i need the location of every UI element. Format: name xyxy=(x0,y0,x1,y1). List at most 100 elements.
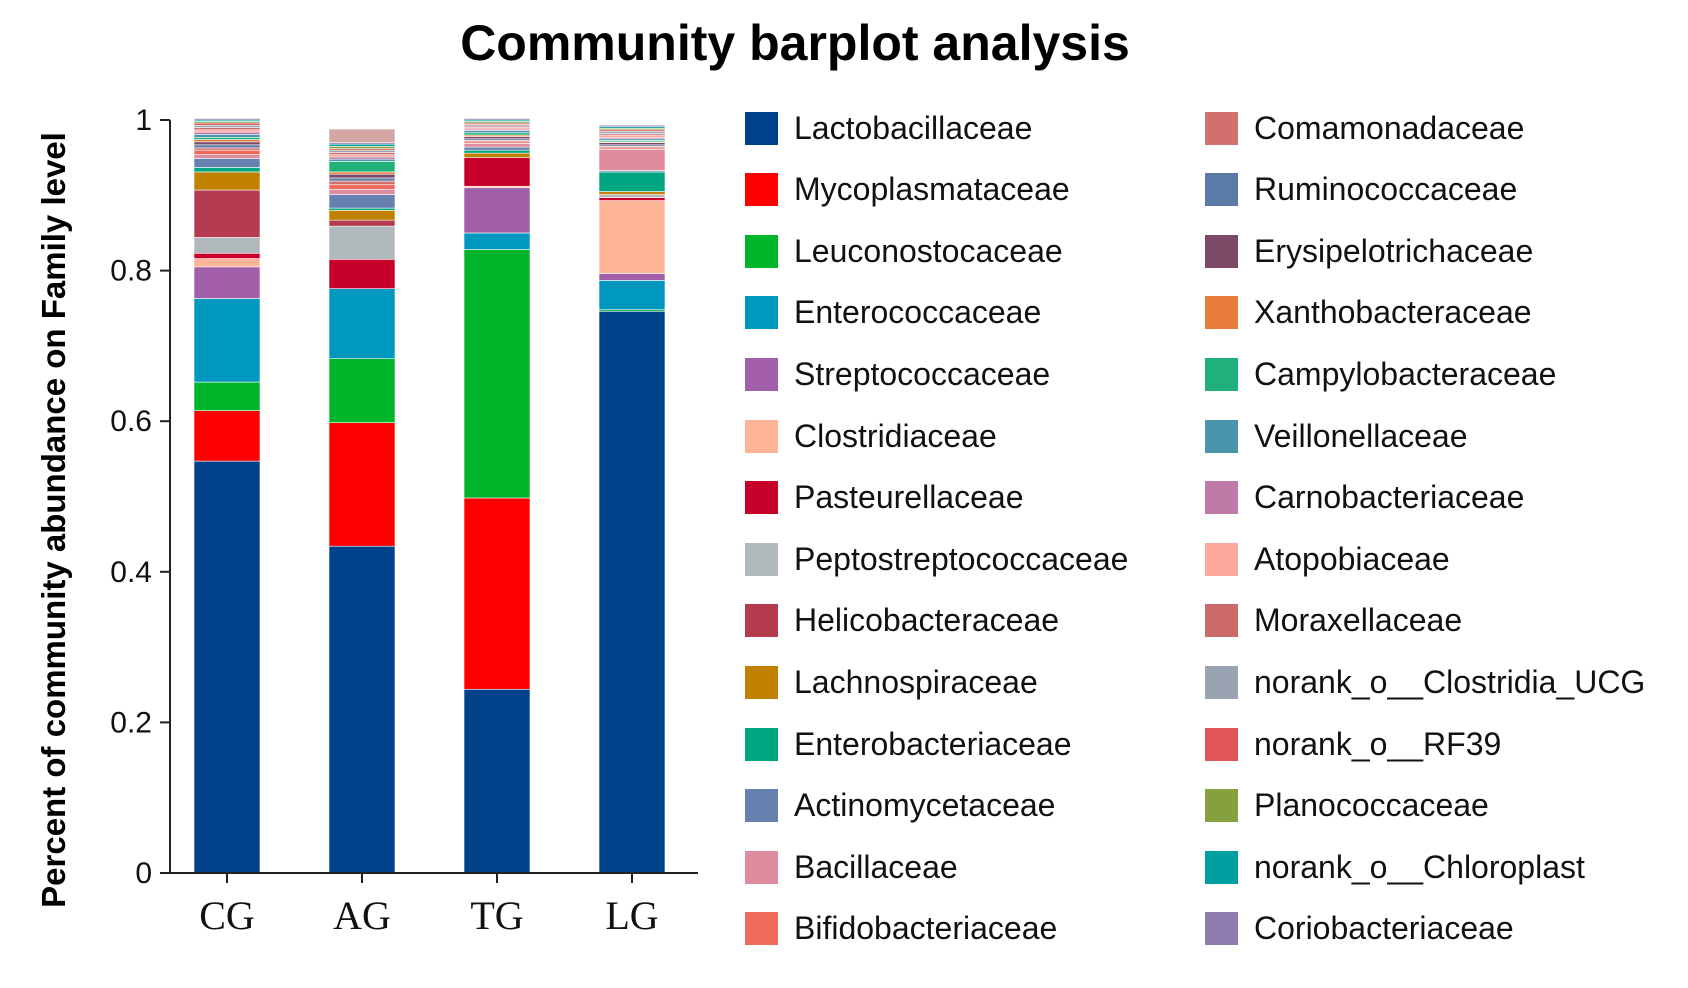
bars-group xyxy=(193,118,666,874)
legend-item: Peptostreptococcaceae xyxy=(745,539,1128,579)
legend-item: Ruminococcaceae xyxy=(1205,170,1517,210)
bar-segment-LG-7 xyxy=(598,194,666,198)
bar-segment-CG-15 xyxy=(193,144,261,149)
bar-segment-LG-6 xyxy=(598,197,666,201)
bar-segment-CG-9 xyxy=(193,171,261,191)
legend-item: Comamonadaceae xyxy=(1205,108,1524,148)
legend-item: Enterobacteriaceae xyxy=(745,724,1072,764)
legend-item: Xanthobacteraceae xyxy=(1205,293,1532,333)
bar-segment-CG-12 xyxy=(193,154,261,159)
legend-swatch xyxy=(745,850,778,884)
legend-label: Lactobacillaceae xyxy=(794,109,1033,146)
chart-title: Community barplot analysis xyxy=(460,15,1130,71)
legend-label: Clostridiaceae xyxy=(794,417,997,454)
bar-segment-CG-16 xyxy=(193,141,261,146)
bar-segment-AG-21 xyxy=(328,154,396,158)
legend-label: Atopobiaceae xyxy=(1254,540,1450,577)
legend-label: Veillonellaceae xyxy=(1254,417,1468,454)
bar-segment-AG-8 xyxy=(328,219,396,227)
legend-label: Helicobacteraceae xyxy=(794,602,1060,639)
bar-segment-TG-6 xyxy=(463,157,531,187)
legend-label: Campylobacteraceae xyxy=(1254,355,1557,392)
legend-swatch xyxy=(745,481,778,515)
y-tick-label: 0.8 xyxy=(110,255,152,288)
y-tick-label: 0.6 xyxy=(110,405,152,438)
bar-segment-AG-9 xyxy=(328,210,396,221)
bar-segment-AG-25 xyxy=(328,146,396,149)
legend-label: Enterococcaceae xyxy=(794,294,1042,331)
y-tick-label: 0.4 xyxy=(110,556,152,589)
bar-segment-AG-6 xyxy=(328,259,396,289)
legend-swatch xyxy=(745,173,778,207)
legend-swatch xyxy=(1205,296,1238,330)
y-tick-label: 1 xyxy=(135,104,152,137)
bar-segment-AG-2 xyxy=(328,358,396,424)
legend-swatch xyxy=(1205,173,1238,207)
legend-item: Helicobacteraceae xyxy=(745,601,1059,641)
legend-label: Erysipelotrichaceae xyxy=(1254,232,1534,269)
legend-swatch xyxy=(1205,850,1238,884)
bar-segment-LG-9 xyxy=(598,191,666,195)
bar-segment-CG-24 xyxy=(193,122,261,126)
x-tick-label-AG: AG xyxy=(333,893,391,938)
bar-segment-TG-2 xyxy=(463,249,531,499)
ticks-group: 0 0.2 0.4 0.6 0.8 1 CG AG TG LG xyxy=(110,104,658,938)
legend-item: Mycoplasmataceae xyxy=(745,170,1070,210)
bar-segment-LG-21 xyxy=(598,134,666,138)
bar-segment-TG-12 xyxy=(463,143,531,148)
bar-segment-CG-18 xyxy=(193,137,261,140)
bar-segment-LG-3 xyxy=(598,280,666,311)
legend-swatch xyxy=(1205,357,1238,391)
bar-segment-CG-8 xyxy=(193,189,261,238)
bar-segment-CG-3 xyxy=(193,298,261,383)
legend-item: Lachnospiraceae xyxy=(745,662,1038,702)
legend-swatch xyxy=(745,912,778,946)
legend-label: Coriobacteriaceae xyxy=(1254,910,1514,947)
legend-swatch xyxy=(1205,665,1238,699)
legend-item: Coriobacteriaceae xyxy=(1205,909,1514,949)
bar-segment-LG-5 xyxy=(598,200,666,274)
bar-segment-AG-13 xyxy=(328,184,396,190)
bar-segment-AG-23 xyxy=(328,149,396,153)
bar-segment-AG-19 xyxy=(328,158,396,162)
legend-label: Pasteurellaceae xyxy=(794,479,1024,516)
legend-swatch xyxy=(745,111,778,145)
bar-segment-AG-22 xyxy=(328,152,396,155)
x-tick-label-LG: LG xyxy=(605,893,658,938)
legend-item: Carnobacteriaceae xyxy=(1205,478,1524,518)
bar-segment-CG-19 xyxy=(193,134,261,138)
bar-segment-CG-13 xyxy=(193,149,261,155)
legend-label: Peptostreptococcaceae xyxy=(794,540,1129,577)
legend-label: Leuconostocaceae xyxy=(794,232,1063,269)
legend-label: Streptococcaceae xyxy=(794,355,1051,392)
legend-swatch xyxy=(1205,234,1238,268)
x-tick-label-CG: CG xyxy=(199,893,255,938)
bar-segment-TG-16 xyxy=(463,136,531,140)
bar-segment-CG-6 xyxy=(193,252,261,259)
legend-swatch xyxy=(745,604,778,638)
legend-label: Moraxellaceae xyxy=(1254,602,1463,639)
bar-segment-LG-16 xyxy=(598,142,666,146)
bar-segment-CG-21 xyxy=(193,129,261,133)
legend-item: Bacillaceae xyxy=(745,847,958,887)
legend-swatch xyxy=(745,727,778,761)
legend-label: Actinomycetaceae xyxy=(794,787,1056,824)
bar-segment-TG-10 xyxy=(463,149,531,154)
legend-swatch xyxy=(1205,727,1238,761)
legend-swatch xyxy=(745,234,778,268)
bar-segment-AG-18 xyxy=(328,161,396,173)
axes-group xyxy=(169,120,698,874)
legend-label: norank_o__RF39 xyxy=(1254,725,1502,762)
legend-item: norank_o__Chloroplast xyxy=(1205,847,1585,887)
bar-segment-TG-1 xyxy=(463,497,531,690)
bar-segment-LG-10 xyxy=(598,171,666,192)
legend-label: norank_o__Clostridia_UCG xyxy=(1254,663,1646,700)
legend-swatch xyxy=(745,789,778,823)
legend-item: Atopobiaceae xyxy=(1205,539,1450,579)
bar-segment-TG-9 xyxy=(463,152,531,158)
legend-item: Lactobacillaceae xyxy=(745,108,1032,148)
legend-swatch xyxy=(745,665,778,699)
legend-item: norank_o__RF39 xyxy=(1205,724,1501,764)
legend-swatch xyxy=(1205,912,1238,946)
bar-segment-AG-14 xyxy=(328,180,396,186)
